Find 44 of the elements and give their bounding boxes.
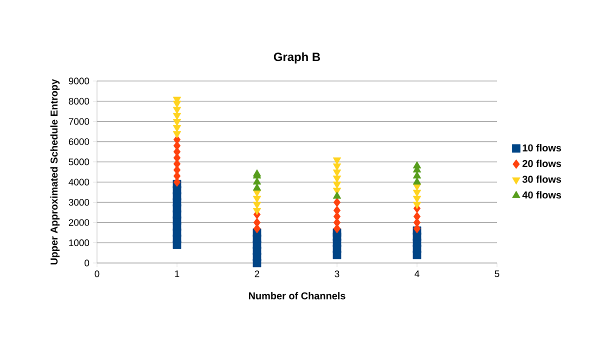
point: [332, 163, 342, 171]
x-tick-label: 5: [494, 270, 500, 278]
point: [252, 208, 262, 216]
legend-label: 20 flows: [522, 160, 562, 168]
point: [412, 202, 422, 210]
y-tick-label: 6000: [68, 138, 90, 146]
y-tick-label: 8000: [68, 98, 90, 105]
point: [252, 202, 262, 210]
x-tick-label: 3: [334, 270, 340, 278]
point: [332, 176, 342, 183]
x-tick-label: 2: [254, 270, 260, 278]
point: [332, 170, 342, 177]
x-tick-label: 1: [175, 270, 180, 278]
point: [252, 196, 262, 203]
point: [333, 206, 341, 216]
legend-label: 10 flows: [522, 144, 562, 152]
y-tick-label: 0: [84, 260, 90, 266]
point: [332, 192, 342, 199]
y-tick-label: 3000: [68, 198, 90, 206]
chart-title: Graph B: [274, 52, 320, 64]
x-axis-title: Number of Channels: [248, 292, 346, 300]
y-tick-label: 9000: [68, 78, 90, 84]
point: [172, 106, 182, 114]
point: [333, 198, 341, 208]
x-tick-label: 0: [94, 270, 100, 278]
y-tick-label: 1000: [69, 239, 90, 246]
point: [412, 190, 422, 197]
point: [332, 157, 342, 165]
point: [332, 182, 342, 189]
point: [172, 119, 182, 126]
point: [172, 125, 182, 132]
y-tick-label: 4000: [68, 178, 90, 186]
point: [412, 196, 422, 203]
x-tick-label: 4: [414, 270, 420, 278]
point: [413, 212, 421, 222]
y-tick-label: 7000: [68, 118, 90, 125]
y-tick-label: 2000: [68, 219, 90, 226]
legend-label: 30 flows: [522, 175, 562, 183]
y-axis-title: Upper Approximated Schedule Entropy: [50, 79, 60, 264]
legend-label: 40 flows: [522, 191, 562, 199]
point: [172, 112, 182, 120]
point: [253, 218, 261, 228]
y-tick-label: 5000: [68, 158, 90, 166]
point: [172, 131, 182, 138]
